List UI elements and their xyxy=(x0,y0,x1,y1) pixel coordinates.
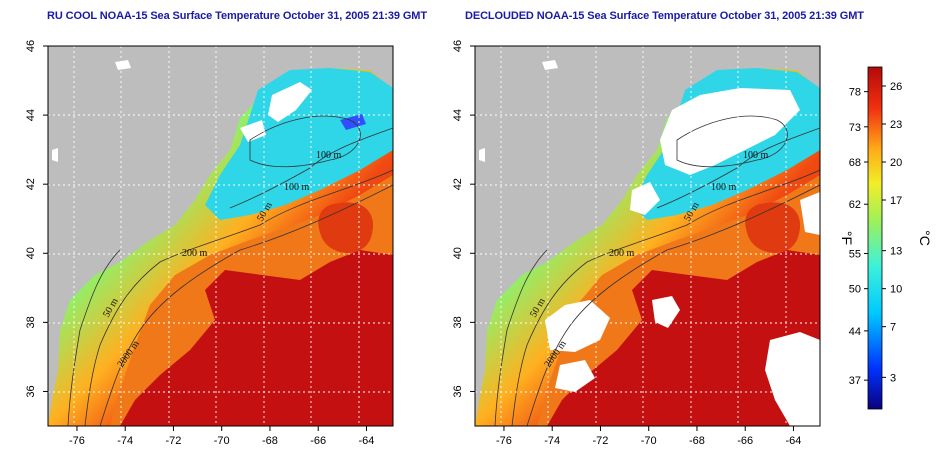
masked-cloud-area xyxy=(652,296,680,328)
celsius-tick-label: 3 xyxy=(890,372,896,384)
graticule xyxy=(475,46,820,426)
gulf-of-maine-cold-water xyxy=(205,68,393,220)
lat-tick-label: 38 xyxy=(452,316,464,328)
celsius-tick-label: 20 xyxy=(890,157,902,169)
land-coast-lake xyxy=(542,60,558,70)
celsius-tick-label: 23 xyxy=(890,119,902,131)
contour-label-100m: 100 m xyxy=(743,150,769,161)
lat-tick-label: 38 xyxy=(25,316,37,328)
left-map-axes: -76 -74 -72 -70 -68 -66 -64 36 38 40 42 44 46 xyxy=(25,40,374,447)
isobath-200m xyxy=(84,169,393,426)
warm-core-ring xyxy=(745,202,801,253)
fahrenheit-tick-label: 73 xyxy=(849,122,861,134)
masked-cloud-area xyxy=(765,332,820,426)
lat-tick-label: 46 xyxy=(452,40,464,52)
lat-tick-label: 42 xyxy=(452,178,464,190)
celsius-tick-label: 10 xyxy=(890,284,902,296)
fahrenheit-tick-label: 50 xyxy=(849,284,861,296)
isobath-50m xyxy=(67,249,121,426)
left-sst-map: 100 m 100 m 50 m 200 m 50 m 2000 m xyxy=(48,46,393,426)
lat-tick-label: 40 xyxy=(25,247,37,259)
fahrenheit-tick-label: 37 xyxy=(849,375,861,387)
contour-label-200m: 200 m xyxy=(609,248,635,259)
lat-tick-label: 44 xyxy=(25,109,37,121)
colorbar xyxy=(867,66,883,410)
masked-cloud-area xyxy=(800,192,820,235)
isobath-2000m xyxy=(99,184,393,426)
contour-label-100m: 100 m xyxy=(284,182,310,193)
colorbar-celsius-label: °C xyxy=(917,230,933,246)
contour-label-200m: 200 m xyxy=(182,248,208,259)
lon-tick-label: -66 xyxy=(310,435,326,447)
lon-tick-label: -64 xyxy=(359,435,375,447)
land-coast-lake xyxy=(479,148,485,162)
lon-tick-label: -76 xyxy=(496,435,512,447)
lon-tick-label: -68 xyxy=(689,435,705,447)
right-map-frame xyxy=(474,45,821,427)
lat-tick-label: 36 xyxy=(25,385,37,397)
fahrenheit-tick-label: 55 xyxy=(849,248,861,260)
isobath-200m xyxy=(511,169,820,426)
left-map-frame xyxy=(47,45,394,427)
fahrenheit-tick-label: 44 xyxy=(849,326,861,338)
land-coast-lake xyxy=(115,60,131,70)
isobath-50m xyxy=(494,249,548,426)
lat-tick-label: 44 xyxy=(452,109,464,121)
graticule xyxy=(48,46,393,426)
lat-tick-label: 36 xyxy=(452,385,464,397)
lon-tick-label: -68 xyxy=(262,435,278,447)
land-coast-lake xyxy=(52,148,58,162)
lon-tick-label: -70 xyxy=(641,435,657,447)
fahrenheit-tick-label: 68 xyxy=(849,157,861,169)
lat-tick-label: 40 xyxy=(452,247,464,259)
colorbar-fahrenheit-label: °F xyxy=(839,231,855,245)
gulf-stream xyxy=(120,250,393,426)
lon-tick-label: -74 xyxy=(117,435,133,447)
isobath-100m xyxy=(656,127,820,209)
right-sst-map: 100 m 100 m 50 m 200 m 50 m 2000 m xyxy=(475,46,820,426)
fahrenheit-tick-label: 78 xyxy=(849,87,861,99)
lat-tick-label: 46 xyxy=(25,40,37,52)
lat-tick-label: 42 xyxy=(25,178,37,190)
celsius-tick-label: 17 xyxy=(890,195,902,207)
lon-tick-label: -70 xyxy=(214,435,230,447)
celsius-tick-label: 7 xyxy=(890,322,896,334)
lon-tick-label: -64 xyxy=(786,435,802,447)
lon-tick-label: -72 xyxy=(593,435,609,447)
lon-tick-label: -72 xyxy=(166,435,182,447)
warm-core-ring xyxy=(318,202,374,253)
masked-cloud-area xyxy=(630,182,660,215)
contour-label-100m: 100 m xyxy=(711,182,737,193)
contour-label-100m: 100 m xyxy=(316,150,342,161)
isobath-georges xyxy=(676,115,788,168)
celsius-tick-label: 26 xyxy=(890,81,902,93)
masked-cloud-area xyxy=(660,88,800,175)
celsius-tick-label: 13 xyxy=(890,246,902,258)
isobath-2000m xyxy=(526,184,820,426)
fahrenheit-tick-label: 62 xyxy=(849,199,861,211)
cloud-patch xyxy=(268,82,312,122)
gulf-stream xyxy=(547,250,820,426)
lon-tick-label: -66 xyxy=(737,435,753,447)
right-map-title: DECLOUDED NOAA-15 Sea Surface Temperatur… xyxy=(465,10,864,22)
right-map-axes: -76 -74 -72 -70 -68 -66 -64 36 38 40 42 44 46 xyxy=(452,40,801,447)
lon-tick-label: -74 xyxy=(544,435,560,447)
cloud-patch xyxy=(240,120,266,142)
isobath-georges xyxy=(249,115,361,168)
isobath-100m xyxy=(229,127,393,209)
left-map-title: RU COOL NOAA-15 Sea Surface Temperature … xyxy=(47,10,427,22)
lon-tick-label: -76 xyxy=(69,435,85,447)
masked-cloud-area xyxy=(555,360,595,392)
